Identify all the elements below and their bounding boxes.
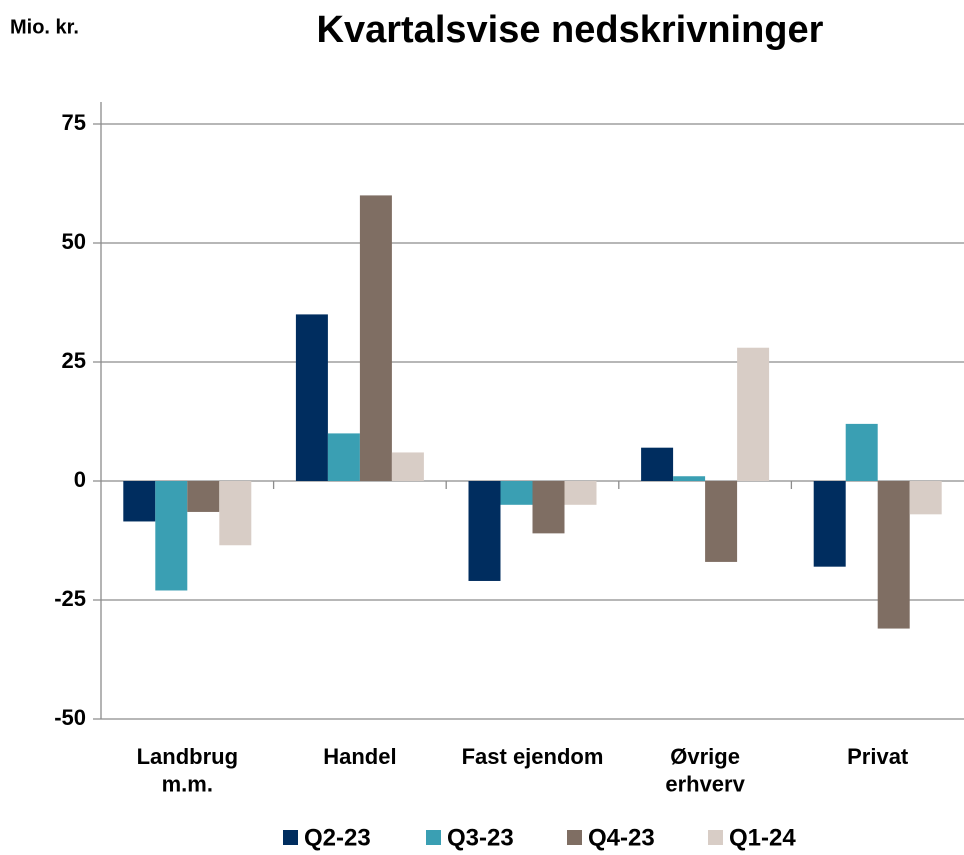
bar [532,481,565,534]
bar [468,481,501,581]
chart-title: Kvartalsvise nedskrivninger [317,9,824,51]
y-tick-label: 50 [62,229,86,254]
bar [564,481,597,505]
y-tick-label: 0 [74,467,86,492]
y-tick-label: 75 [62,110,86,135]
bar [737,347,770,481]
bar [673,476,706,481]
x-tick-label: Øvrige erhverv [665,744,745,797]
legend-swatch [708,830,723,845]
bar [219,481,252,546]
legend-label: Q3-23 [447,824,514,851]
bar [705,481,738,562]
bar [359,195,392,481]
legend-swatch [426,830,441,845]
bar [295,314,328,481]
bar [877,481,910,629]
bar [187,481,220,512]
bar [500,481,533,505]
y-tick-label: -25 [54,586,86,611]
bar [641,447,674,481]
x-tick-label: Landbrug m.m. [137,744,238,797]
y-tick-label: -50 [54,705,86,730]
y-axis-label: Mio. kr. [10,16,79,38]
legend-swatch [283,830,298,845]
legend-swatch [567,830,582,845]
x-tick-label: Handel [323,744,396,769]
bar [123,481,156,522]
bar [327,433,360,481]
bar [845,423,878,481]
bar [391,452,424,481]
legend-label: Q2-23 [304,824,371,851]
bar [155,481,188,591]
bar [909,481,942,515]
bar [813,481,846,567]
y-tick-label: 25 [62,348,86,373]
x-tick-label: Privat [847,744,909,769]
legend-label: Q1-24 [729,824,796,851]
legend-label: Q4-23 [588,824,655,851]
x-tick-label: Fast ejendom [462,744,604,769]
